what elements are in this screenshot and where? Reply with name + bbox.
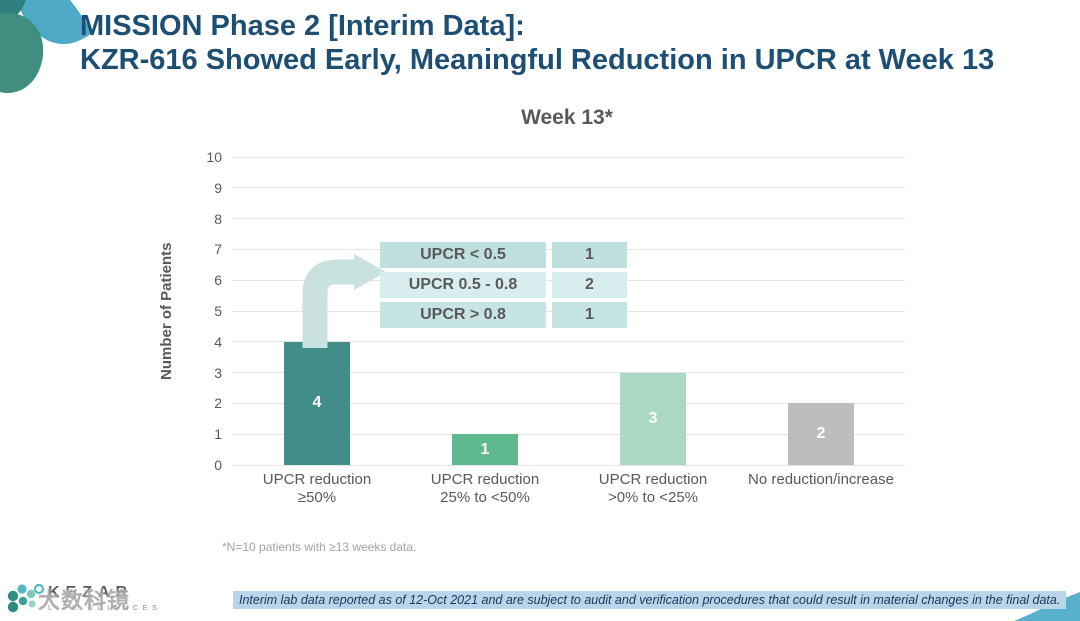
- y-tick-label: 8: [214, 210, 222, 227]
- y-tick-label: 1: [214, 426, 222, 443]
- bar-2: 1: [452, 434, 518, 465]
- slide-title-line2: KZR-616 Showed Early, Meaningful Reducti…: [80, 44, 995, 76]
- watermark: 大数科镜: [38, 588, 131, 613]
- x-label-line1: UPCR reduction: [598, 471, 708, 488]
- y-axis-title: Number of Patients: [158, 242, 175, 380]
- x-label-line1: UPCR reduction: [262, 471, 372, 488]
- callout-table-row: UPCR < 0.5 1: [380, 242, 627, 268]
- y-tick-label: 0: [214, 457, 222, 473]
- x-category-label: UPCR reduction 25% to <50%: [401, 471, 569, 507]
- x-axis-labels: UPCR reduction ≥50% UPCR reduction 25% to <…: [233, 471, 905, 517]
- callout-row-value: 2: [552, 272, 627, 298]
- callout-arrow-icon: [302, 254, 386, 348]
- x-category-label: No reduction/increase: [737, 471, 905, 489]
- bar-value-label: 2: [816, 425, 826, 443]
- bar-value-label: 3: [648, 409, 658, 427]
- x-label-line2: 25% to <50%: [440, 489, 530, 506]
- bar-3: 3: [620, 372, 686, 465]
- callout-table-row: UPCR 0.5 - 0.8 2: [380, 272, 627, 298]
- slide-title-line1: MISSION Phase 2 [Interim Data]:: [80, 10, 525, 42]
- callout-row-label: UPCR < 0.5: [380, 242, 546, 268]
- gridline: [233, 341, 905, 343]
- upcr-breakdown-table: UPCR < 0.5 1 UPCR 0.5 - 0.8 2 UPCR > 0.8 1: [380, 242, 627, 332]
- y-tick-label: 7: [214, 241, 222, 258]
- bar-4: 2: [788, 403, 854, 465]
- disclaimer: Interim lab data reported as of 12-Oct 2…: [233, 591, 1067, 609]
- callout-table-row: UPCR > 0.8 1: [380, 302, 627, 328]
- y-tick-label: 9: [214, 179, 222, 196]
- y-tick-label: 6: [214, 272, 222, 289]
- y-tick-label: 5: [214, 303, 222, 319]
- bar-value-label: 1: [480, 440, 490, 458]
- gridline: [233, 156, 905, 158]
- slide-title: MISSION Phase 2 [Interim Data]: KZR-616 …: [80, 9, 994, 77]
- gridline: [233, 402, 905, 404]
- logo-dots-icon: [7, 583, 45, 613]
- y-axis-ticks: 0 1 2 3 4 5 6 7 8 9 10: [188, 149, 222, 473]
- bar-1: 4: [284, 341, 350, 465]
- callout-row-value: 1: [552, 302, 627, 328]
- callout-row-value: 1: [552, 242, 627, 268]
- gridline: [233, 218, 905, 220]
- gridline: [233, 372, 905, 374]
- logo-text: KEZAR LIFE SCIENCES: [48, 583, 162, 612]
- x-category-label: UPCR reduction ≥50%: [233, 471, 401, 507]
- bar-value-label: 4: [312, 394, 322, 412]
- callout-row-label: UPCR > 0.8: [380, 302, 546, 328]
- x-label-line1: UPCR reduction: [430, 471, 540, 488]
- x-label-line2: ≥50%: [297, 489, 337, 506]
- y-tick-label: 3: [214, 364, 222, 381]
- logo-name: KEZAR: [48, 583, 134, 601]
- logo-tagline: LIFE SCIENCES: [48, 602, 162, 612]
- x-label-line1: No reduction/increase: [748, 471, 894, 488]
- plot-area: 4 1 3 2: [233, 156, 905, 466]
- footnote: *N=10 patients with ≥13 weeks data.: [222, 540, 417, 554]
- gridline: [233, 187, 905, 189]
- y-tick-label: 10: [206, 149, 222, 165]
- gridline: [233, 464, 905, 466]
- y-tick-label: 2: [214, 395, 222, 412]
- gridline: [233, 433, 905, 435]
- kezar-logo: KEZAR LIFE SCIENCES: [6, 581, 161, 615]
- y-tick-label: 4: [214, 333, 222, 350]
- x-category-label: UPCR reduction >0% to <25%: [569, 471, 737, 507]
- x-label-line2: >0% to <25%: [607, 489, 699, 506]
- chart-title: Week 13*: [521, 106, 613, 129]
- callout-row-label: UPCR 0.5 - 0.8: [380, 272, 546, 298]
